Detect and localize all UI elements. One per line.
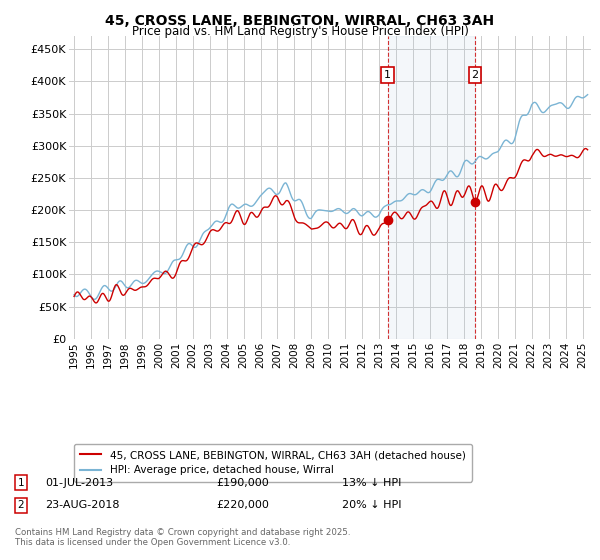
Text: 23-AUG-2018: 23-AUG-2018 <box>45 500 119 510</box>
Text: 1: 1 <box>17 478 25 488</box>
Text: 01-JUL-2013: 01-JUL-2013 <box>45 478 113 488</box>
Text: 1: 1 <box>384 70 391 80</box>
Text: 13% ↓ HPI: 13% ↓ HPI <box>342 478 401 488</box>
Text: Price paid vs. HM Land Registry's House Price Index (HPI): Price paid vs. HM Land Registry's House … <box>131 25 469 38</box>
Bar <box>388 36 475 339</box>
Text: 45, CROSS LANE, BEBINGTON, WIRRAL, CH63 3AH: 45, CROSS LANE, BEBINGTON, WIRRAL, CH63 … <box>106 14 494 28</box>
Legend: 45, CROSS LANE, BEBINGTON, WIRRAL, CH63 3AH (detached house), HPI: Average price: 45, CROSS LANE, BEBINGTON, WIRRAL, CH63 … <box>74 444 472 482</box>
Text: £220,000: £220,000 <box>216 500 269 510</box>
Text: 2: 2 <box>17 500 25 510</box>
Text: 20% ↓ HPI: 20% ↓ HPI <box>342 500 401 510</box>
Text: 2: 2 <box>472 70 478 80</box>
Text: Contains HM Land Registry data © Crown copyright and database right 2025.
This d: Contains HM Land Registry data © Crown c… <box>15 528 350 547</box>
Text: £190,000: £190,000 <box>216 478 269 488</box>
